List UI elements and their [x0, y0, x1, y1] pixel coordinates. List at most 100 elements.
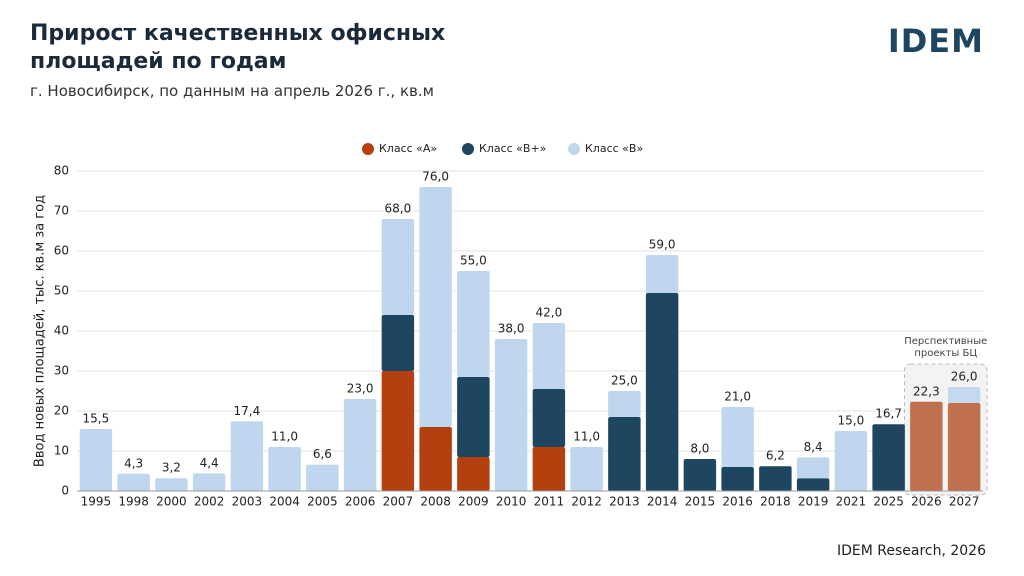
- bar-segment: [532, 389, 566, 447]
- x-tick-label: 2027: [949, 495, 980, 509]
- x-tick-label: 2009: [458, 495, 489, 509]
- total-label: 68,0: [385, 202, 412, 216]
- x-tick-label: 2005: [307, 495, 338, 509]
- y-tick-label: 80: [54, 164, 69, 178]
- x-tick-label: 2011: [534, 495, 565, 509]
- total-label: 6,2: [766, 449, 785, 463]
- legend-swatch: [362, 143, 374, 155]
- bar-segment: [457, 377, 490, 457]
- y-tick-label: 70: [54, 204, 69, 218]
- forecast-label: Перспективные проекты БЦ: [904, 336, 988, 359]
- y-tick-label: 10: [54, 444, 69, 458]
- total-label: 4,4: [200, 456, 219, 470]
- bar-segment: [910, 401, 943, 491]
- total-label: 3,2: [162, 461, 181, 475]
- bar-segment: [759, 466, 792, 491]
- bar-segment: [306, 464, 339, 491]
- x-tick-label: 2000: [156, 495, 187, 509]
- x-tick-label: 2019: [798, 495, 829, 509]
- total-label: 6,6: [313, 447, 332, 461]
- total-label: 4,3: [124, 456, 143, 470]
- total-label: 16,7: [875, 407, 902, 421]
- bar-segment: [457, 457, 490, 491]
- x-tick-label: 2014: [647, 495, 678, 509]
- x-tick-label: 2008: [420, 495, 451, 509]
- bar-segment: [645, 293, 679, 491]
- bar-segment: [683, 459, 717, 491]
- total-label: 11,0: [573, 430, 600, 444]
- bar-segment: [796, 478, 830, 491]
- logo: IDEM: [887, 22, 984, 60]
- y-tick-label: 30: [54, 364, 69, 378]
- bar-segment: [419, 187, 452, 427]
- bar-segment: [457, 271, 490, 377]
- bar-segment: [494, 339, 528, 491]
- bar-segment: [381, 315, 415, 371]
- x-tick-label: 2003: [232, 495, 263, 509]
- bar-segment: [79, 429, 113, 491]
- total-label: 11,0: [271, 430, 298, 444]
- legend-label: Класс «А»: [379, 142, 437, 155]
- bar-segment: [796, 457, 830, 479]
- total-label: 76,0: [422, 170, 449, 184]
- bar-segment: [381, 371, 415, 491]
- total-label: 23,0: [347, 382, 374, 396]
- total-label: 15,0: [838, 414, 865, 428]
- x-tick-label: 1998: [118, 495, 149, 509]
- total-label: 15,5: [83, 412, 110, 426]
- bar-segment: [645, 255, 679, 293]
- y-tick-label: 20: [54, 404, 69, 418]
- y-axis-label: Ввод новых площадей, тыс. кв.м за год: [33, 195, 48, 467]
- bar-segment: [608, 391, 641, 417]
- total-label: 42,0: [536, 306, 563, 320]
- bar-segment: [570, 447, 603, 491]
- bar-segment: [721, 407, 754, 467]
- total-label: 55,0: [460, 254, 487, 268]
- bar-segment: [268, 447, 301, 491]
- total-label: 8,4: [804, 440, 823, 454]
- total-label: 38,0: [498, 322, 525, 336]
- x-tick-label: 2007: [383, 495, 414, 509]
- x-tick-label: 2004: [269, 495, 300, 509]
- bar-segment: [192, 473, 226, 491]
- bar-segment: [117, 473, 150, 491]
- x-tick-label: 2012: [571, 495, 602, 509]
- x-tick-label: 2010: [496, 495, 527, 509]
- bar-segment: [947, 403, 981, 491]
- bar-segment: [872, 424, 905, 491]
- chart-title: Прирост качественных офисных площадей по…: [30, 21, 446, 74]
- x-tick-label: 2026: [911, 495, 942, 509]
- total-label: 17,4: [234, 404, 261, 418]
- bar-segment: [419, 427, 452, 491]
- bar-segment: [834, 431, 868, 491]
- total-label: 22,3: [913, 384, 940, 398]
- bar-segment: [947, 387, 981, 403]
- legend-label: Класс «В+»: [479, 142, 546, 155]
- x-tick-label: 2015: [685, 495, 716, 509]
- bar-segment: [608, 417, 641, 491]
- bar-segment: [155, 478, 188, 491]
- bar-segment: [721, 467, 754, 491]
- legend-swatch: [568, 143, 580, 155]
- x-tick-label: 2002: [194, 495, 225, 509]
- y-tick-label: 60: [54, 244, 69, 258]
- x-tick-label: 2016: [722, 495, 753, 509]
- x-tick-label: 2021: [836, 495, 867, 509]
- total-label: 21,0: [724, 390, 751, 404]
- subtitle: г. Новосибирск, по данным на апрель 2026…: [30, 82, 434, 100]
- bar-segment: [343, 399, 377, 491]
- y-tick-label: 0: [61, 484, 69, 498]
- x-tick-label: 1995: [81, 495, 112, 509]
- bar-segment: [532, 323, 566, 389]
- total-label: 59,0: [649, 238, 676, 252]
- total-label: 8,0: [690, 442, 709, 456]
- x-tick-label: 2006: [345, 495, 376, 509]
- y-tick-label: 40: [54, 324, 69, 338]
- bar-segment: [532, 447, 566, 491]
- source: IDEM Research, 2026: [837, 543, 986, 559]
- bar-segment: [230, 421, 264, 491]
- legend-swatch: [462, 143, 474, 155]
- x-tick-label: 2013: [609, 495, 640, 509]
